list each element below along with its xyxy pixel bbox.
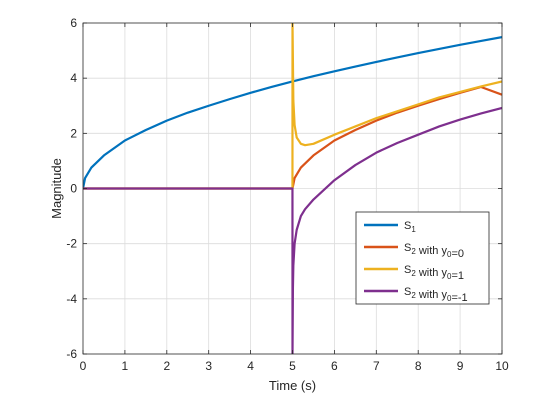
y-tick-label: 4 — [70, 71, 77, 85]
x-tick-label: 1 — [122, 359, 129, 373]
x-tick-label: 3 — [205, 359, 212, 373]
y-tick-label: 6 — [70, 16, 77, 30]
x-tick-label: 8 — [415, 359, 422, 373]
series-line-4 — [83, 106, 502, 354]
x-tick-label: 5 — [289, 359, 296, 373]
x-tick-label: 0 — [80, 359, 87, 373]
legend: S1 S2 with y0=0 S2 with y0=1 S2 with y0=-1 — [355, 211, 490, 305]
legend-label-3: S2 with y0=1 — [404, 264, 464, 282]
series-line-1 — [83, 35, 502, 189]
legend-box — [355, 211, 490, 305]
y-tick-label: -6 — [66, 347, 77, 361]
series-line-3 — [83, 23, 502, 190]
y-tick-label: 0 — [70, 182, 77, 196]
x-tick-label: 9 — [457, 359, 464, 373]
x-tick-label: 7 — [373, 359, 380, 373]
y-tick-label: -2 — [66, 237, 77, 251]
ticks: 0 1 2 3 4 5 6 7 8 9 10 -6 -4 -2 0 2 4 6 — [66, 16, 509, 373]
x-tick-label: 10 — [495, 359, 509, 373]
x-axis-label: Time (s) — [269, 378, 316, 393]
y-tick-label: 2 — [70, 126, 77, 140]
x-tick-label: 2 — [163, 359, 170, 373]
x-tick-label: 6 — [331, 359, 338, 373]
legend-label-1: S1 — [404, 220, 416, 234]
y-tick-label: -4 — [66, 292, 77, 306]
y-axis-label: Magnitude — [49, 158, 64, 219]
legend-label-4: S2 with y0=-1 — [404, 286, 468, 304]
legend-label-2: S2 with y0=0 — [404, 242, 464, 260]
x-tick-label: 4 — [247, 359, 254, 373]
series-layer — [83, 23, 502, 354]
